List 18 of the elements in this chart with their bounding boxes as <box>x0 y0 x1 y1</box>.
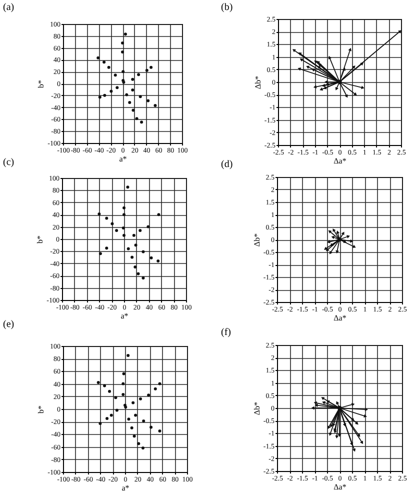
chart-title: (e) <box>3 319 14 330</box>
x-axis-title: Δa* <box>334 156 346 166</box>
y-axis-title: b* <box>36 236 45 244</box>
chart-title: (b) <box>221 2 233 13</box>
chart-title: (d) <box>221 159 233 170</box>
y-axis-title: Δb* <box>252 233 262 247</box>
y-axis-title: b* <box>36 406 46 414</box>
y-axis-title: b* <box>36 80 46 88</box>
y-axis-title: Δb* <box>252 402 262 416</box>
chart-title: (f) <box>221 327 231 338</box>
x-axis-title: Δa* <box>334 314 346 322</box>
x-axis-title: a* <box>122 484 130 491</box>
x-axis-title: a* <box>119 154 127 164</box>
chart-title: (c) <box>3 157 14 168</box>
x-axis-title: a* <box>120 312 128 320</box>
y-axis-title: Δb* <box>253 76 262 90</box>
x-axis-title: Δa* <box>334 482 346 491</box>
chart-title: (a) <box>3 2 14 13</box>
